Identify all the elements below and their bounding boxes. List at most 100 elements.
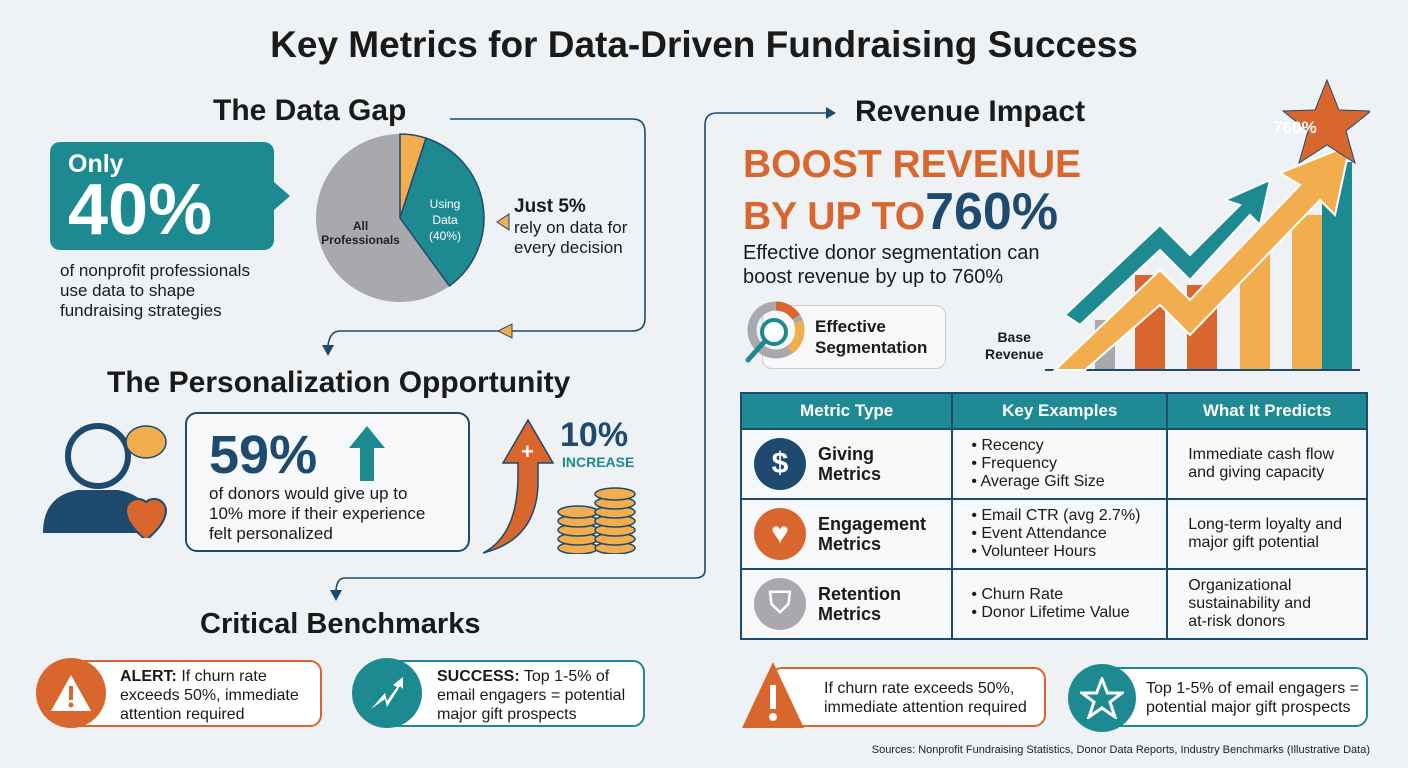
base-revenue-label: Base Revenue	[985, 329, 1043, 363]
predicts-cell: Organizational sustainability and at-risk …	[1166, 568, 1368, 640]
desc-line: use data to shape	[60, 281, 196, 300]
example-text: Event Attendance	[981, 525, 1107, 542]
revenue-heading: Revenue Impact	[855, 95, 1086, 128]
desc-line: every decision	[514, 238, 623, 257]
example-item: • Volunteer Hours	[971, 543, 1097, 560]
text-line: Top 1-5% of	[523, 668, 610, 685]
benchmarks-heading: Critical Benchmarks	[200, 608, 481, 640]
col-header: Key Examples	[951, 392, 1169, 430]
text-line: Top 1-5% of email engagers =	[1146, 680, 1360, 697]
pie-slice	[399, 137, 485, 288]
star-badge-icon	[1068, 664, 1136, 732]
up-arrow-icon	[349, 426, 385, 481]
boost-value: 760%	[925, 183, 1059, 241]
desc-line: boost revenue by up to 760%	[743, 266, 1004, 288]
donor-person-icon	[43, 423, 168, 538]
stat-callout-40: Only 40%	[50, 142, 290, 250]
bottom-star-card: Top 1-5% of email engagers = potential ma…	[1100, 667, 1368, 727]
bottom-alert-card: If churn rate exceeds 50%, immediate atte…	[770, 667, 1046, 727]
type-line: Giving	[818, 444, 875, 464]
star-icon	[1281, 78, 1370, 165]
metric-type: Giving Metrics	[818, 444, 881, 484]
increase-value: 10%	[560, 416, 629, 454]
desc-line: of donors would give up to	[209, 484, 408, 503]
metric-type: Engagement Metrics	[818, 514, 926, 554]
label-line: Segmentation	[815, 338, 928, 357]
text-line: attention required	[120, 706, 245, 723]
just-5-desc: rely on data for every decision	[514, 218, 627, 258]
boost-line-1: BOOST REVENUE	[743, 143, 1082, 186]
label-line: Using	[429, 197, 461, 211]
example-text: Donor Lifetime Value	[981, 604, 1130, 621]
trend-up-icon	[352, 658, 422, 728]
predicts-line: sustainability and	[1188, 595, 1311, 612]
only-label: Only	[68, 150, 124, 178]
coins-icon	[557, 487, 636, 554]
brain-icon	[125, 425, 167, 459]
example-item: • Email CTR (avg 2.7%)	[971, 507, 1141, 524]
metric-type-cell: $ Giving Metrics	[739, 428, 954, 500]
success-card: SUCCESS: Top 1-5% of email engagers = pot…	[375, 660, 645, 727]
bottom-alert-text: If churn rate exceeds 50%, immediate atte…	[824, 679, 1027, 717]
svg-text:+: +	[521, 439, 534, 464]
predicts-cell: Immediate cash flow and giving capacity	[1166, 428, 1368, 500]
personalization-card: 59% of donors would give up to 10% more i…	[185, 412, 470, 552]
type-line: Metrics	[818, 534, 882, 554]
orange-trend-arrow	[1052, 143, 1352, 371]
label-line: (40%)	[428, 229, 461, 243]
desc-line: 10% more if their experience	[209, 504, 426, 523]
success-text: SUCCESS: Top 1-5% of email engagers = pot…	[437, 667, 625, 724]
desc-line: rely on data for	[514, 218, 628, 237]
example-text: Email CTR (avg 2.7%)	[981, 507, 1141, 524]
increase-arrow-icon: +	[482, 418, 555, 554]
desc-line: of nonprofit professionals	[60, 261, 250, 280]
stat-59-desc: of donors would give up to 10% more if th…	[209, 484, 425, 544]
stat-40-value: 40%	[68, 170, 213, 250]
teal-trend-arrow	[1063, 178, 1272, 327]
text-line: potential major gift prospects	[1146, 699, 1351, 716]
pie-slice	[316, 134, 450, 302]
data-gap-heading: The Data Gap	[213, 94, 407, 127]
example-item: • Frequency	[971, 455, 1057, 472]
type-line: Engagement	[818, 514, 927, 534]
warning-triangle-icon	[742, 662, 804, 728]
stat-59-value: 59%	[209, 425, 318, 485]
examples-cell: • Email CTR (avg 2.7%) • Event Attendance…	[951, 498, 1169, 570]
metric-type-cell: ♥ Engagement Metrics	[739, 498, 954, 570]
col-header: What It Predicts	[1166, 392, 1368, 430]
metric-icon: ♥	[754, 508, 806, 560]
example-item: • Average Gift Size	[971, 473, 1105, 490]
pie-label-using: Using Data (40%)	[415, 196, 475, 244]
example-text: Recency	[981, 437, 1044, 454]
col-header: Metric Type	[739, 392, 954, 430]
callout-pointer	[274, 182, 290, 210]
boost-by-up-to: BY UP TO	[743, 195, 926, 238]
revenue-desc: Effective donor segmentation can boost re…	[743, 241, 1039, 289]
metric-icon: ⛉	[754, 578, 806, 630]
alert-text: ALERT: If churn rate exceeds 50%, immedia…	[120, 667, 299, 724]
type-line: Retention	[818, 584, 901, 604]
predicts-line: major gift potential	[1188, 534, 1319, 551]
example-item: • Event Attendance	[971, 525, 1107, 542]
personalization-heading: The Personalization Opportunity	[107, 366, 571, 399]
label-line: Revenue	[985, 346, 1044, 362]
example-text: Churn Rate	[981, 586, 1064, 603]
predicts-line: and giving capacity	[1188, 464, 1325, 481]
example-text: Average Gift Size	[980, 473, 1105, 490]
type-line: Metrics	[818, 464, 882, 484]
table-row: ⛉ Retention Metrics • Churn Rate • Donor Li…	[739, 568, 1368, 640]
predicts-line: Organizational	[1188, 577, 1292, 594]
example-item: • Churn Rate	[971, 586, 1064, 603]
metric-icon: $	[754, 438, 806, 490]
data-gap-pie-chart	[316, 133, 485, 302]
predicts-cell: Long-term loyalty and major gift potentia…	[1166, 498, 1368, 570]
bar	[1292, 215, 1322, 370]
sources-note: Sources: Nonprofit Fundraising Statistic…	[871, 744, 1370, 756]
example-item: • Recency	[971, 437, 1044, 454]
bottom-star-text: Top 1-5% of email engagers = potential ma…	[1146, 679, 1359, 717]
warning-icon	[36, 658, 106, 728]
label-line: Base	[997, 329, 1031, 345]
examples-cell: • Churn Rate • Donor Lifetime Value	[951, 568, 1169, 640]
table-row: ♥ Engagement Metrics • Email CTR (avg 2.7%…	[739, 498, 1368, 570]
type-line: Metrics	[818, 604, 882, 624]
